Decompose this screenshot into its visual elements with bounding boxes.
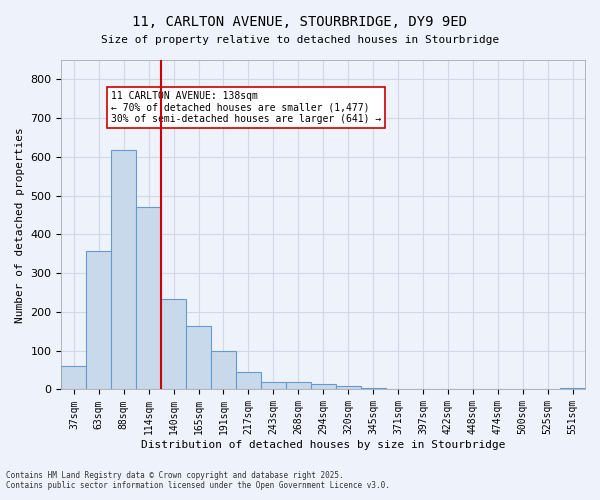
Text: Contains HM Land Registry data © Crown copyright and database right 2025.
Contai: Contains HM Land Registry data © Crown c…: [6, 470, 390, 490]
Bar: [86, 250, 111, 390]
Bar: [386, 388, 410, 390]
Bar: [111, 150, 136, 390]
Bar: [361, 388, 386, 390]
Bar: [311, 384, 335, 390]
Bar: [211, 352, 236, 390]
Bar: [261, 382, 286, 390]
Text: 11 CARLTON AVENUE: 138sqm
← 70% of detached houses are smaller (1,477)
30% of se: 11 CARLTON AVENUE: 138sqm ← 70% of detac…: [111, 91, 382, 124]
Bar: [136, 206, 161, 390]
X-axis label: Distribution of detached houses by size in Stourbridge: Distribution of detached houses by size …: [141, 440, 505, 450]
Text: 11, CARLTON AVENUE, STOURBRIDGE, DY9 9ED: 11, CARLTON AVENUE, STOURBRIDGE, DY9 9ED: [133, 15, 467, 29]
Bar: [61, 366, 86, 390]
Bar: [186, 326, 211, 390]
Bar: [236, 372, 261, 390]
Bar: [335, 386, 361, 390]
Bar: [560, 388, 585, 390]
Text: Size of property relative to detached houses in Stourbridge: Size of property relative to detached ho…: [101, 35, 499, 45]
Bar: [410, 388, 436, 390]
Y-axis label: Number of detached properties: Number of detached properties: [15, 127, 25, 322]
Bar: [161, 299, 186, 390]
Bar: [286, 382, 311, 390]
